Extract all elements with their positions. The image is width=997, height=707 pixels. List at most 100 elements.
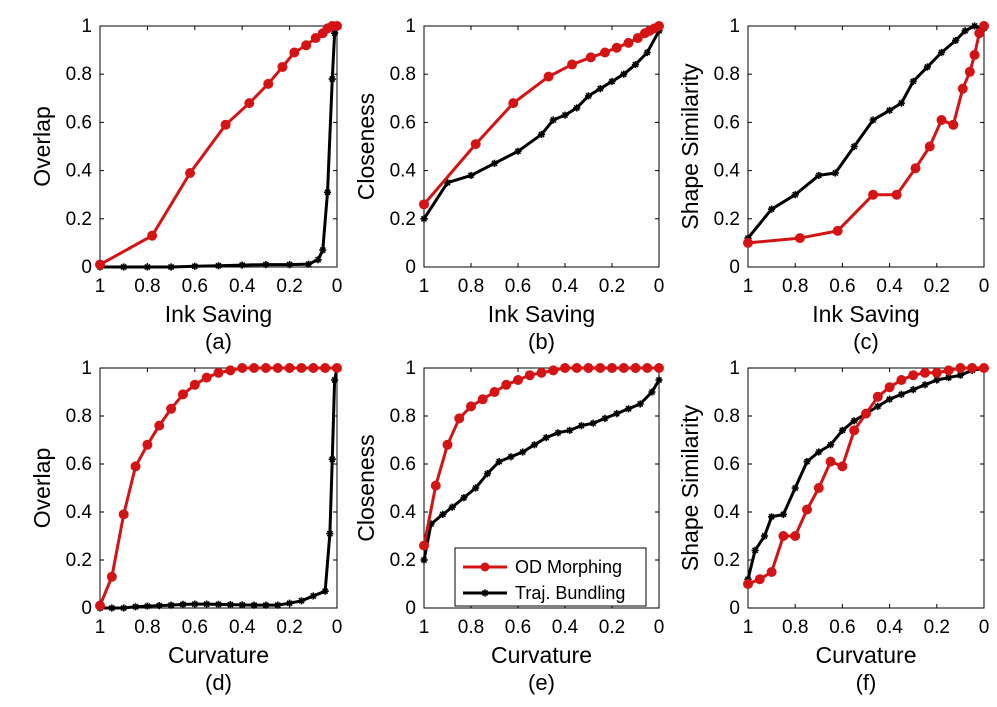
data-point-od-morphing (868, 189, 879, 200)
x-tick-label: 0 (979, 276, 990, 297)
y-tick-label: 0.8 (66, 406, 92, 427)
data-point-od-morphing (778, 531, 789, 541)
data-point-od-morphing (130, 461, 141, 472)
series-line-traj-bundling (746, 366, 985, 580)
data-point-traj-bundling (448, 503, 456, 511)
data-point-od-morphing (419, 540, 429, 551)
x-axis-label: Curvature (491, 642, 592, 668)
x-axis-label: Ink Saving (165, 301, 272, 327)
data-point-traj-bundling (921, 381, 929, 389)
data-point-od-morphing (891, 189, 902, 200)
x-tick-label: 0.8 (782, 276, 808, 297)
data-point-traj-bundling (909, 386, 917, 394)
x-tick-label: 0.2 (924, 617, 950, 638)
data-point-traj-bundling (131, 603, 140, 611)
data-point-od-morphing (623, 37, 634, 48)
data-point-traj-bundling (768, 205, 776, 213)
y-axis-label: Overlap (29, 448, 55, 529)
x-tick-label: 0 (332, 617, 343, 638)
x-tick-label: 0.2 (924, 276, 950, 297)
data-point-traj-bundling (542, 434, 550, 442)
data-point-od-morphing (931, 367, 942, 378)
data-point-traj-bundling (530, 441, 539, 449)
data-point-traj-bundling (554, 429, 562, 437)
x-tick-label: 0.4 (876, 276, 903, 297)
x-tick-label: 0.2 (276, 276, 302, 297)
series-line-traj-bundling (422, 379, 661, 561)
data-point-traj-bundling (321, 587, 329, 595)
panel-caption: (c) (853, 329, 879, 354)
data-point-traj-bundling (909, 77, 917, 86)
data-point-od-morphing (289, 47, 300, 58)
data-point-od-morphing (260, 363, 271, 373)
data-point-od-morphing (95, 600, 105, 611)
legend-marker-od-morphing (480, 562, 490, 572)
data-point-od-morphing (185, 168, 196, 179)
y-tick-label: 0 (729, 257, 740, 278)
data-point-traj-bundling (869, 116, 877, 124)
data-point-od-morphing (177, 389, 188, 400)
data-point-traj-bundling (945, 374, 953, 382)
data-point-traj-bundling (850, 417, 858, 425)
y-tick-label: 0.4 (714, 161, 741, 182)
x-tick-label: 0.4 (229, 276, 256, 297)
series-line-od-morphing (98, 366, 337, 607)
data-point-traj-bundling (549, 116, 557, 124)
data-point-traj-bundling (601, 414, 609, 422)
series-line-traj-bundling (422, 30, 661, 220)
data-point-od-morphing (106, 571, 117, 582)
data-point-od-morphing (308, 363, 319, 373)
x-tick-label: 0.8 (458, 276, 484, 297)
data-point-traj-bundling (831, 169, 839, 177)
data-point-traj-bundling (956, 371, 964, 379)
data-point-traj-bundling (514, 147, 522, 155)
panel-caption: (b) (528, 329, 555, 354)
y-tick-label: 0 (729, 598, 740, 619)
data-point-traj-bundling (850, 142, 858, 151)
data-point-od-morphing (957, 83, 968, 94)
y-axis-label: Shape Similarity (677, 404, 703, 571)
x-axis-label: Curvature (816, 642, 917, 668)
y-tick-label: 1 (405, 358, 416, 379)
data-point-od-morphing (837, 461, 848, 472)
data-point-od-morphing (630, 363, 641, 373)
y-tick-label: 0.2 (714, 550, 740, 571)
x-tick-label: 0.6 (182, 617, 208, 638)
data-point-od-morphing (95, 259, 105, 270)
data-point-od-morphing (849, 425, 860, 436)
data-point-traj-bundling (791, 484, 799, 492)
data-point-traj-bundling (226, 601, 234, 609)
data-point-traj-bundling (191, 600, 199, 608)
data-point-od-morphing (607, 363, 617, 373)
data-point-od-morphing (861, 408, 871, 419)
data-point-od-morphing (466, 401, 476, 412)
x-tick-label: 0.6 (182, 276, 208, 297)
data-point-od-morphing (743, 579, 753, 589)
data-point-od-morphing (560, 363, 570, 373)
y-tick-label: 0.8 (390, 406, 416, 427)
x-tick-label: 1 (419, 617, 430, 638)
y-tick-label: 0 (405, 598, 416, 619)
data-point-od-morphing (249, 363, 260, 373)
y-tick-label: 0.6 (66, 112, 92, 133)
x-tick-label: 1 (95, 276, 106, 297)
data-point-traj-bundling (262, 601, 270, 609)
data-point-traj-bundling (155, 602, 163, 610)
data-point-od-morphing (118, 509, 129, 520)
data-point-traj-bundling (636, 400, 644, 408)
series-line-od-morphing (99, 24, 337, 266)
x-tick-label: 0.4 (229, 617, 256, 638)
data-point-od-morphing (263, 78, 274, 89)
data-point-od-morphing (508, 98, 519, 109)
data-point-traj-bundling (328, 75, 336, 83)
data-point-od-morphing (567, 59, 578, 70)
data-point-od-morphing (884, 382, 895, 393)
chart-panel-d: 1 0.8 0.6 0.4 0.2 0 0 0.2 0.4 0.6 0.8 1 Curvature Ove… (29, 358, 342, 695)
x-tick-label: 0.2 (599, 276, 625, 297)
data-point-od-morphing (213, 367, 224, 378)
x-tick-label: 0.2 (599, 617, 625, 638)
x-tick-label: 0.4 (552, 617, 579, 638)
data-point-od-morphing (430, 480, 441, 491)
data-point-traj-bundling (620, 70, 628, 78)
data-point-traj-bundling (791, 191, 799, 199)
